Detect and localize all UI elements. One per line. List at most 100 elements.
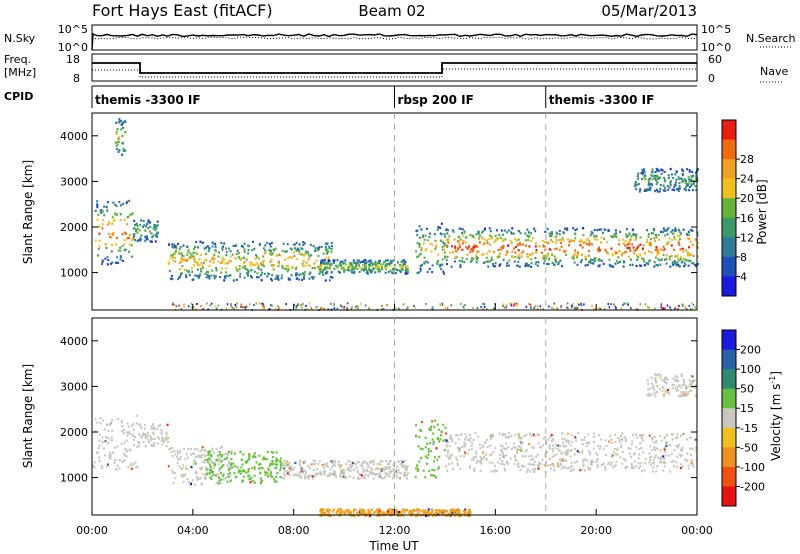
velocity-echo-cell (113, 461, 116, 464)
power-echo-cell (302, 244, 305, 247)
power-echo-cell (202, 241, 204, 244)
velocity-echo-cell (424, 436, 427, 439)
power-echo-cell (217, 260, 220, 263)
power-echo-cell (437, 260, 440, 263)
power-echo-cell (174, 260, 177, 263)
velocity-echo-cell (663, 393, 666, 396)
power-echo-cell (681, 168, 684, 171)
power-echo-cell (687, 175, 690, 179)
power-echo-cell (211, 258, 213, 261)
velocity-echo-cell (265, 471, 268, 474)
velocity-echo-cell (344, 509, 347, 512)
power-echo-cell (655, 235, 658, 238)
power-echo-cell (491, 259, 494, 262)
velocity-echo-cell (686, 459, 689, 462)
power-colorbar-tick-label-0: 4 (740, 270, 747, 283)
power-speckle (674, 306, 677, 309)
power-echo-cell (625, 251, 628, 254)
power-speckle (567, 307, 569, 309)
power-echo-cell (298, 250, 301, 253)
power-speckle (234, 304, 237, 306)
velocity-echo-cell (455, 456, 458, 459)
power-echo-cell (554, 259, 557, 262)
power-echo-cell (236, 278, 238, 281)
power-echo-cell (430, 250, 433, 253)
velocity-echo-cell (686, 393, 689, 396)
power-echo-cell (109, 236, 112, 239)
power-echo-cell (622, 260, 625, 263)
velocity-echo-cell (682, 391, 685, 394)
velocity-echo-cell (620, 446, 622, 449)
velocity-echo-cell (675, 380, 678, 383)
velocity-echo-cell (157, 424, 160, 428)
power-echo-cell (686, 237, 689, 240)
velocity-echo-cell (643, 469, 646, 472)
power-echo-cell (221, 256, 224, 259)
power-echo-cell (417, 255, 420, 258)
power-echo-cell (669, 167, 672, 171)
velocity-echo-cell (378, 510, 381, 513)
velocity-echo-cell (183, 447, 186, 451)
power-speckle (525, 305, 528, 308)
velocity-echo-cell (538, 466, 541, 469)
power-echo-cell (220, 271, 223, 274)
power-echo-cell (668, 258, 671, 261)
velocity-echo-cell (501, 453, 504, 456)
power-echo-cell (628, 233, 631, 236)
power-colorbar-frame (721, 119, 737, 297)
velocity-echo-cell (403, 466, 406, 469)
power-speckle (516, 302, 518, 305)
velocity-echo-cell (391, 477, 394, 480)
power-speckle (566, 306, 568, 309)
velocity-echo-cell (676, 455, 679, 458)
velocity-echo-cell (230, 467, 232, 470)
velocity-echo-cell (519, 445, 521, 448)
power-echo-cell (470, 259, 473, 262)
velocity-echo-cell (589, 463, 592, 466)
power-echo-cell (628, 238, 631, 241)
velocity-echo-cell (435, 476, 437, 479)
velocity-echo-cell (581, 449, 584, 452)
velocity-echo-cell (307, 474, 310, 477)
power-echo-cell (217, 255, 220, 258)
velocity-echo-cell (661, 386, 664, 389)
power-echo-cell (98, 225, 101, 228)
power-echo-cell (691, 262, 694, 265)
velocity-echo-cell (373, 472, 375, 476)
power-echo-cell (538, 245, 541, 248)
velocity-echo-cell (342, 468, 344, 472)
velocity-echo-cell (167, 465, 170, 468)
velocity-echo-cell (505, 442, 507, 445)
velocity-echo-cell (227, 462, 230, 466)
power-speckle (302, 303, 304, 305)
velocity-echo-cell (267, 475, 270, 478)
velocity-echo-cell (440, 430, 443, 433)
power-echo-cell (167, 261, 170, 264)
power-echo-cell (548, 248, 551, 251)
velocity-echo-cell (219, 472, 222, 475)
power-echo-cell (144, 236, 147, 239)
power-echo-cell (376, 267, 379, 270)
velocity-echo-cell (613, 451, 616, 454)
power-echo-cell (156, 235, 159, 238)
velocity-echo-cell (359, 464, 362, 467)
power-echo-cell (117, 121, 120, 124)
power-echo-cell (664, 186, 666, 189)
power-echo-cell (289, 278, 292, 281)
velocity-echo-cell (653, 389, 656, 392)
power-echo-cell (349, 262, 352, 265)
power-echo-cell (440, 222, 443, 225)
velocity-echo-cell (566, 439, 569, 442)
power-echo-cell (647, 188, 650, 191)
velocity-echo-cell (292, 469, 295, 472)
power-echo-cell (681, 174, 684, 177)
power-echo-cell (662, 227, 665, 230)
velocity-echo-cell (378, 468, 381, 471)
velocity-echo-cell (642, 434, 645, 437)
power-echo-cell (690, 178, 693, 182)
velocity-echo-cell (551, 439, 554, 442)
velocity-echo-cell (210, 468, 213, 472)
velocity-echo-cell (448, 462, 450, 466)
velocity-echo-cell (383, 477, 386, 480)
velocity-echo-cell (199, 450, 202, 453)
